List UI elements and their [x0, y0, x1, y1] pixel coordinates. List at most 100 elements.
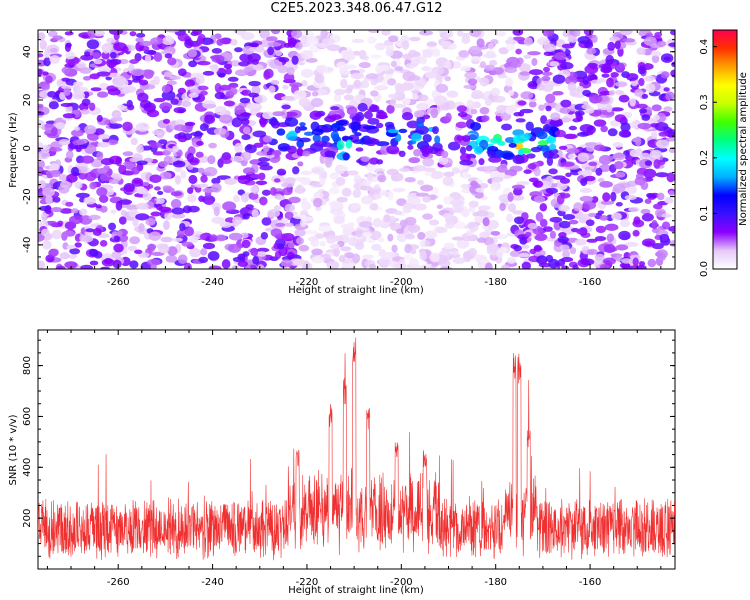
- spectrogram-cell: [615, 81, 628, 88]
- spectrogram-cell: [484, 165, 496, 171]
- spectrogram-cell: [584, 175, 596, 182]
- spectrogram-cell: [405, 63, 416, 69]
- spectrogram-cell: [607, 41, 616, 51]
- spectrogram-cell: [140, 99, 152, 109]
- spectrogram-cell: [542, 30, 554, 37]
- spectrogram-cell: [562, 249, 570, 259]
- spectrogram-cell: [259, 196, 268, 206]
- spectrogram-cell: [581, 104, 591, 110]
- spectrogram-cell: [595, 167, 603, 176]
- spectrogram-cell: [148, 231, 162, 241]
- spectrogram-cell: [649, 149, 663, 159]
- spectrogram-cell: [167, 246, 178, 256]
- spectrogram-cell: [607, 128, 618, 137]
- spectrogram-cell: [485, 50, 496, 58]
- spectrogram-cell: [460, 183, 472, 190]
- spectrogram-cell: [38, 119, 45, 129]
- spectrogram-cell: [568, 125, 577, 131]
- spectrogram-cell: [550, 112, 561, 121]
- spectrogram-cell: [573, 30, 581, 37]
- spectrogram-cell: [251, 85, 261, 95]
- spectrogram-cell: [462, 171, 469, 179]
- spectrogram-cell: [129, 59, 139, 65]
- spectrogram-cell: [417, 231, 426, 240]
- spectrogram-cell: [267, 41, 282, 47]
- spectrogram-cell: [253, 64, 264, 71]
- spectrogram-cell: [174, 124, 187, 132]
- spectrogram-cell: [451, 167, 461, 174]
- spectrogram-cell: [393, 210, 403, 215]
- spectrogram-cell: [209, 234, 218, 242]
- spectrogram-cell: [108, 155, 122, 165]
- spectrogram-cell: [438, 156, 449, 165]
- spectrogram-cell: [510, 244, 519, 249]
- spectrogram-cell: [336, 61, 347, 69]
- spectrogram-cell: [108, 63, 115, 69]
- spectrogram-cell: [517, 149, 524, 156]
- spectrogram-cell: [298, 98, 311, 108]
- spectrogram-cell: [599, 215, 609, 221]
- spectrogram-cell: [419, 30, 434, 36]
- spectrogram-cell: [129, 260, 139, 269]
- spectrogram-cell: [230, 38, 238, 46]
- spectrogram-cell: [256, 264, 265, 269]
- spectrogram-cell: [663, 106, 673, 112]
- spectrogram-cell: [491, 176, 504, 183]
- spectrogram-cell: [373, 194, 382, 200]
- spectrogram-cell: [289, 82, 303, 88]
- spectrogram-cell: [95, 204, 102, 209]
- spectrogram-cell: [73, 81, 84, 87]
- spectrogram-cell: [495, 31, 506, 37]
- spectrogram-cell: [559, 244, 570, 252]
- spectrogram-cell: [64, 51, 76, 60]
- spectrogram-cell: [301, 80, 308, 87]
- spectrogram-cell: [68, 254, 78, 259]
- spectrogram-cell: [241, 134, 251, 141]
- spectrogram-y-tick-label: -40: [22, 237, 33, 253]
- spectrogram-cell: [451, 205, 464, 213]
- spectrogram-cell: [549, 60, 560, 67]
- spectrogram-cell: [512, 154, 525, 165]
- spectrogram-cell: [479, 106, 490, 115]
- spectrogram-cell: [461, 208, 470, 218]
- spectrogram-cell: [614, 161, 624, 170]
- spectrogram-cell: [260, 231, 269, 240]
- spectrogram-cell: [62, 113, 76, 119]
- spectrogram-cell: [46, 44, 60, 55]
- spectrogram-cell: [436, 204, 443, 210]
- spectrogram-cell: [335, 176, 346, 186]
- spectrogram-cell: [647, 193, 657, 200]
- spectrogram-cell: [358, 221, 373, 228]
- spectrogram-cell: [594, 253, 605, 261]
- spectrogram-cell: [377, 64, 390, 72]
- spectrogram-cell: [572, 264, 579, 269]
- spectrogram-cell: [74, 233, 82, 242]
- spectrogram-cell: [251, 58, 259, 65]
- spectrogram-cell: [609, 36, 620, 42]
- spectrogram-cell: [111, 250, 122, 259]
- spectrogram-cell: [150, 211, 162, 217]
- spectrogram-cell: [632, 229, 640, 237]
- spectrogram-cell: [644, 160, 652, 166]
- spectrogram-cell: [102, 45, 110, 54]
- spectrogram-cell: [202, 70, 215, 76]
- spectrogram-x-tick-label: -180: [484, 277, 507, 288]
- spectrogram-cell: [187, 194, 197, 203]
- spectrogram-cell: [567, 34, 575, 41]
- spectrogram-cell: [219, 221, 232, 228]
- spectrogram-cell: [560, 161, 575, 167]
- spectrogram-cell: [507, 203, 517, 213]
- spectrogram-cell: [387, 129, 400, 134]
- spectrogram-cell: [262, 135, 273, 143]
- spectrogram-cell: [637, 122, 652, 130]
- spectrogram-cell: [81, 98, 91, 107]
- spectrogram-cell: [320, 141, 333, 148]
- spectrogram-cell: [517, 100, 527, 106]
- spectrogram-cell: [39, 39, 48, 50]
- spectrogram-cell: [457, 111, 468, 118]
- spectrogram-cell: [616, 244, 629, 251]
- spectrogram-cell: [38, 260, 45, 269]
- spectrogram-cell: [634, 89, 644, 97]
- spectrogram-cell: [320, 171, 328, 180]
- spectrogram-cell: [608, 89, 616, 96]
